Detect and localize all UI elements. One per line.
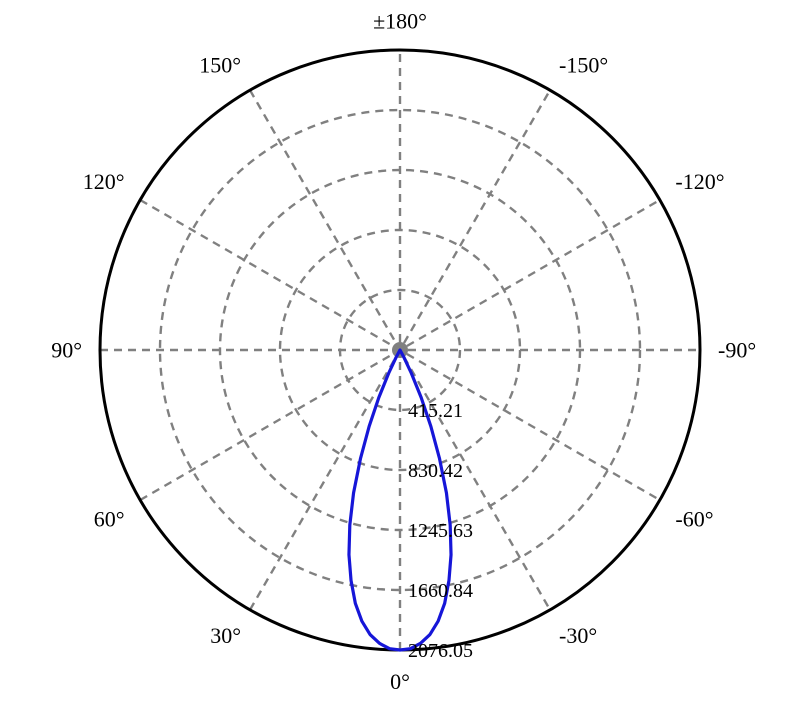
radial-tick-label: 830.42 — [408, 460, 463, 482]
angle-label: -120° — [675, 169, 724, 194]
radial-tick-label: 415.21 — [408, 400, 463, 422]
angle-label: ±180° — [373, 9, 427, 34]
angle-label: 30° — [210, 623, 241, 648]
angle-label: 60° — [94, 507, 125, 532]
angle-label: -150° — [559, 52, 608, 77]
angle-label: 120° — [83, 169, 125, 194]
angle-label: -60° — [675, 507, 713, 532]
angle-label: -30° — [559, 623, 597, 648]
radial-tick-label: 2076.05 — [408, 640, 473, 662]
radial-tick-label: 1245.63 — [408, 520, 473, 542]
radial-tick-label: 1660.84 — [408, 580, 473, 602]
angle-label: -90° — [718, 338, 756, 363]
polar-chart: ±180° -150° -120° -90° -60° -30° 0° 30° 60° 90° 12… — [0, 0, 795, 707]
angle-label: 0° — [390, 669, 410, 694]
angle-label: 150° — [199, 52, 241, 77]
angle-label: 90° — [51, 338, 82, 363]
